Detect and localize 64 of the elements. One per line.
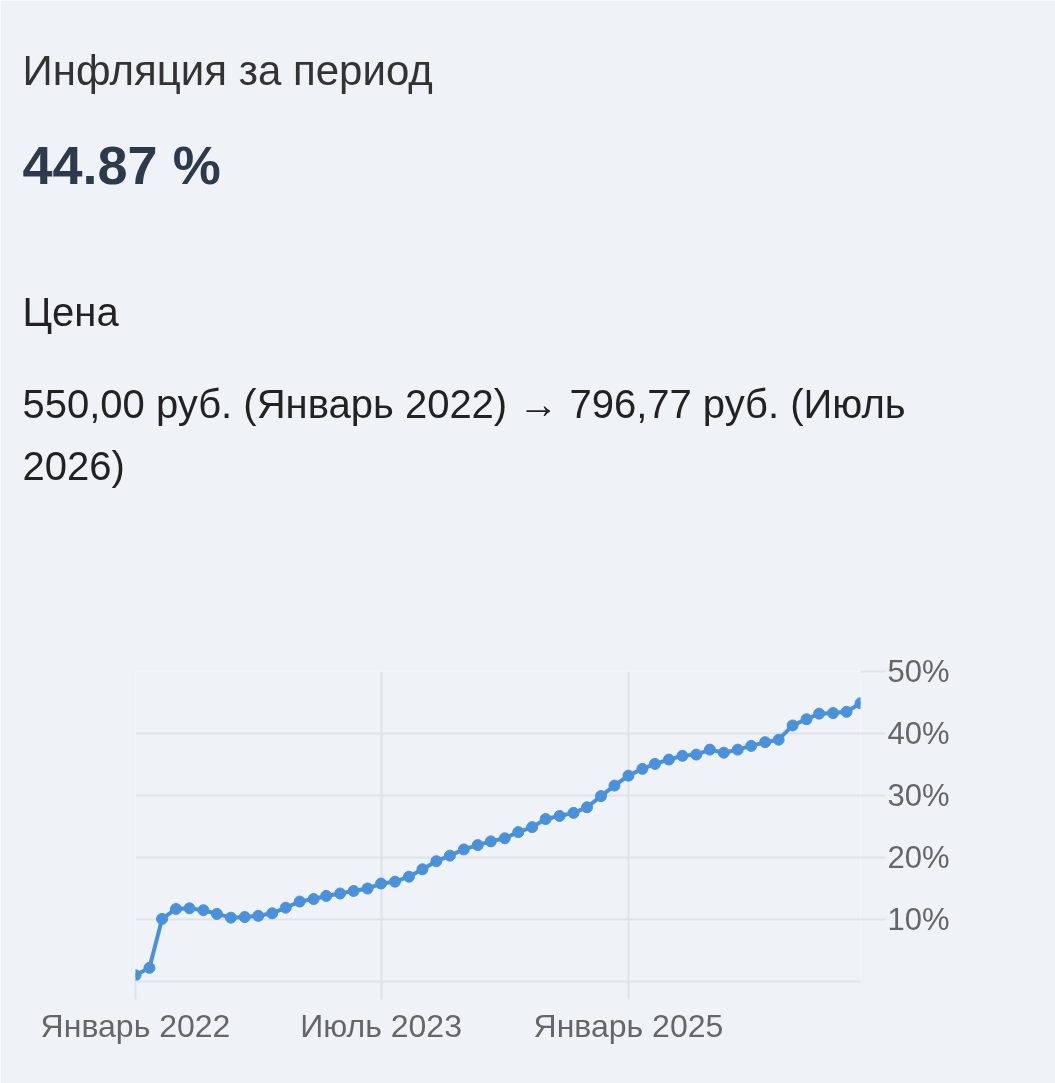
point	[471, 839, 484, 852]
point	[443, 849, 456, 862]
point	[827, 707, 840, 720]
point	[636, 762, 649, 775]
point	[457, 843, 470, 856]
point	[786, 719, 799, 732]
point	[745, 739, 758, 752]
point	[183, 902, 196, 915]
point	[293, 895, 306, 908]
y-tick-label: 40%	[887, 716, 950, 751]
point	[143, 961, 156, 974]
point	[662, 753, 675, 766]
point	[717, 746, 730, 759]
point	[252, 909, 265, 922]
text: 550,00 руб. (Январь 2022) → 796,77 руб. (Июль 2026)	[22, 382, 906, 489]
point	[703, 743, 716, 756]
point	[416, 863, 429, 876]
x-tick-label: Январь 2025	[533, 1007, 724, 1044]
point	[690, 748, 703, 761]
chart-subtitle: 44.87 %	[22, 134, 221, 195]
point	[484, 835, 497, 848]
point	[594, 790, 607, 803]
point	[553, 809, 566, 822]
point	[581, 801, 594, 814]
point	[430, 855, 443, 868]
y-tick-label: 50%	[887, 654, 950, 689]
point	[197, 904, 210, 917]
point	[676, 749, 689, 762]
point	[320, 889, 333, 902]
point	[334, 887, 347, 900]
y-tick-label: 10%	[887, 902, 950, 937]
point	[840, 705, 853, 718]
point	[224, 911, 237, 924]
point	[772, 733, 785, 746]
point	[512, 826, 525, 839]
y-tick-label: 30%	[887, 778, 950, 813]
point	[347, 884, 360, 897]
y-tick-label: 20%	[887, 840, 950, 875]
x-tick-label: Июль 2023	[300, 1007, 462, 1044]
point	[731, 743, 744, 756]
chart-title: Инфляция за период	[22, 46, 433, 94]
point	[813, 707, 826, 720]
point	[800, 713, 813, 726]
point	[567, 806, 580, 819]
point	[169, 902, 182, 915]
point	[307, 893, 320, 906]
point	[402, 870, 415, 883]
point	[266, 907, 279, 920]
point	[279, 901, 292, 914]
point	[622, 769, 635, 782]
point	[648, 757, 661, 770]
point	[526, 821, 539, 834]
point	[210, 907, 223, 920]
point	[539, 813, 552, 826]
point	[389, 875, 402, 888]
point	[361, 882, 374, 895]
text: Цена	[22, 289, 120, 334]
point	[759, 736, 772, 749]
point	[498, 832, 511, 845]
x-tick-label: Январь 2022	[40, 1007, 231, 1044]
point	[238, 911, 251, 924]
point	[375, 877, 388, 890]
point	[156, 912, 169, 925]
point	[608, 779, 621, 792]
